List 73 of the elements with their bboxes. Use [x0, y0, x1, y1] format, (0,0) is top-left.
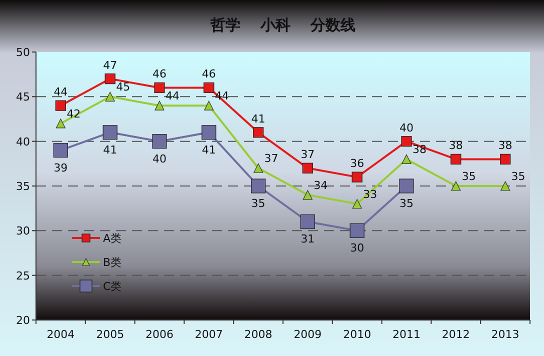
x-tick-label: 2009: [294, 328, 322, 341]
point: [450, 154, 462, 164]
data-label: 36: [350, 157, 364, 170]
point: [352, 172, 362, 182]
legend-label: C类: [103, 280, 122, 293]
data-label: 46: [152, 68, 166, 81]
point: [104, 74, 116, 84]
point: [399, 178, 414, 194]
point: [451, 181, 461, 191]
data-label: 35: [400, 197, 414, 210]
data-label: 35: [511, 170, 526, 183]
data-label: 46: [202, 68, 216, 81]
data-label: 38: [412, 143, 426, 156]
point: [152, 134, 167, 149]
point: [500, 154, 511, 164]
legend-label: B类: [103, 256, 122, 269]
point: [105, 92, 115, 102]
point: [253, 127, 264, 138]
x-tick-label: 2010: [343, 328, 372, 341]
data-label: 38: [448, 139, 463, 152]
x-tick-label: 2008: [244, 328, 272, 341]
y-tick-label: 50: [16, 46, 30, 59]
point: [154, 100, 164, 110]
x-tick-label: 2006: [146, 328, 174, 341]
point: [500, 181, 510, 191]
chart-title: 哲学 小科 分数线: [209, 16, 356, 34]
y-tick-label: 20: [16, 314, 30, 327]
data-label: 35: [251, 197, 266, 210]
point: [402, 154, 412, 164]
data-label: 39: [54, 161, 68, 174]
x-tick-label: 2012: [442, 328, 470, 341]
data-label: 37: [300, 148, 315, 162]
data-label: 31: [300, 232, 315, 246]
point: [204, 82, 214, 94]
data-label: 41: [202, 143, 216, 156]
x-tick-label: 2007: [194, 328, 223, 341]
legend-label: A类: [103, 232, 122, 245]
data-label: 35: [462, 170, 476, 183]
point: [102, 125, 118, 140]
data-label: 34: [314, 178, 328, 192]
y-tick-label: 30: [16, 224, 30, 238]
y-tick-label: 35: [16, 180, 30, 193]
data-label: 40: [152, 152, 166, 166]
data-label: 37: [264, 152, 278, 166]
point: [53, 142, 68, 158]
point: [55, 100, 66, 111]
y-tick-label: 45: [16, 90, 30, 104]
point: [204, 100, 214, 110]
data-label: 47: [103, 58, 118, 72]
point: [300, 214, 315, 230]
point: [254, 163, 264, 173]
point: [352, 199, 362, 209]
data-label: 45: [116, 80, 130, 94]
x-tick-label: 2013: [491, 328, 520, 341]
point: [302, 162, 313, 174]
data-label: 40: [400, 121, 414, 134]
x-tick-label: 2004: [46, 328, 75, 341]
point: [350, 223, 364, 238]
y-tick-label: 40: [16, 135, 30, 148]
data-label: 44: [54, 86, 68, 99]
point: [154, 82, 165, 94]
data-label: 41: [251, 112, 266, 126]
point: [251, 178, 266, 194]
point: [401, 136, 412, 147]
data-label: 41: [103, 143, 118, 156]
point: [302, 190, 312, 200]
x-tick-label: 2011: [392, 328, 420, 341]
y-tick-label: 25: [16, 269, 30, 282]
x-tick-label: 2005: [96, 328, 124, 341]
point: [56, 118, 66, 128]
point: [202, 125, 216, 140]
data-label: 38: [498, 139, 512, 152]
data-label: 30: [350, 242, 364, 255]
